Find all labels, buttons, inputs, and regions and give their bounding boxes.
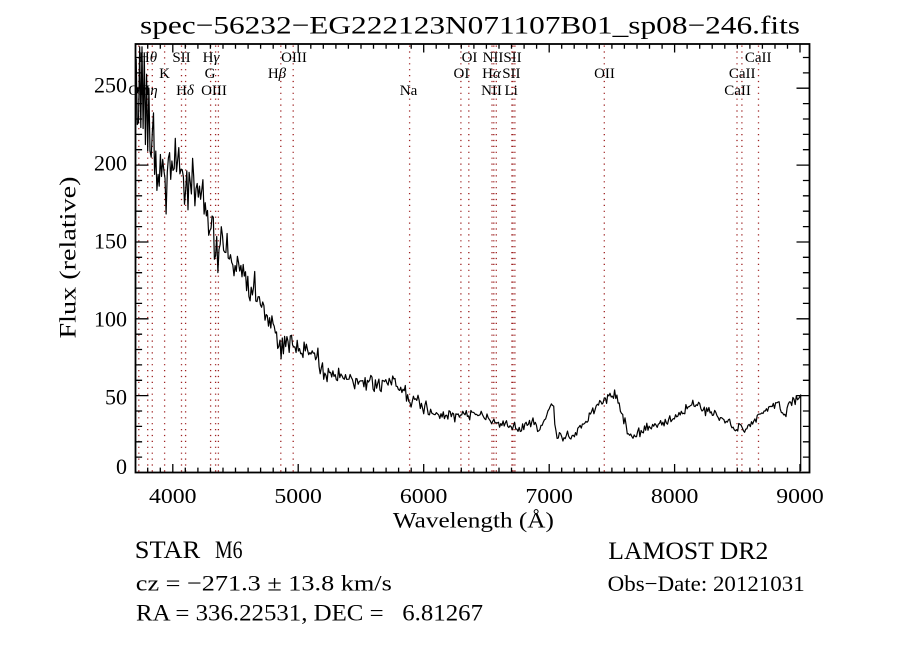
svg-text:100: 100 <box>94 306 127 331</box>
svg-text:Hη: Hη <box>139 83 157 99</box>
svg-text:200: 200 <box>94 151 127 176</box>
svg-text:OIII: OIII <box>281 50 307 66</box>
svg-text:OII: OII <box>594 66 615 82</box>
svg-text:CaII: CaII <box>745 50 772 66</box>
svg-text:OII: OII <box>128 83 149 99</box>
svg-text:Hβ: Hβ <box>268 66 287 82</box>
svg-text:OI: OI <box>462 50 478 66</box>
svg-text:0: 0 <box>116 454 127 479</box>
svg-text:CaII: CaII <box>729 66 756 82</box>
svg-text:OI: OI <box>453 66 469 82</box>
svg-text:150: 150 <box>94 229 127 254</box>
svg-text:5000: 5000 <box>274 484 322 508</box>
svg-text:Li: Li <box>505 83 518 99</box>
svg-text:M6: M6 <box>215 537 243 564</box>
svg-text:LAMOST DR2: LAMOST DR2 <box>608 536 768 565</box>
svg-text:4000: 4000 <box>149 484 197 508</box>
svg-text:NII: NII <box>481 83 502 99</box>
svg-text:Hγ: Hγ <box>203 50 221 66</box>
svg-text:G: G <box>205 66 216 82</box>
svg-text:STAR: STAR <box>135 537 201 564</box>
svg-text:9000: 9000 <box>776 484 824 508</box>
svg-text:Wavelength (Å): Wavelength (Å) <box>393 507 554 532</box>
svg-text:7000: 7000 <box>525 484 573 508</box>
svg-text:Hθ: Hθ <box>139 50 158 66</box>
svg-text:Na: Na <box>400 83 418 99</box>
svg-text:RA = 336.22531, DEC = 6.8126: RA = 336.22531, DEC = 6.81267 <box>136 601 483 626</box>
svg-text:SII: SII <box>503 50 521 66</box>
svg-text:6000: 6000 <box>400 484 448 508</box>
svg-text:Obs−Date: 20121031: Obs−Date: 20121031 <box>608 571 805 596</box>
svg-text:SII: SII <box>502 66 520 82</box>
svg-text:Hδ: Hδ <box>176 83 195 99</box>
svg-text:SII: SII <box>172 50 190 66</box>
svg-text:Hα: Hα <box>482 66 502 82</box>
svg-text:spec−56232−EG222123N071107B01_: spec−56232−EG222123N071107B01_sp08−246.f… <box>140 13 800 40</box>
svg-text:Flux (relative): Flux (relative) <box>56 177 81 339</box>
svg-text:OIII: OIII <box>201 83 227 99</box>
svg-text:NII: NII <box>483 50 504 66</box>
svg-text:K: K <box>159 66 170 82</box>
svg-text:CaII: CaII <box>724 83 751 99</box>
svg-text:8000: 8000 <box>651 484 699 508</box>
svg-text:50: 50 <box>105 384 127 409</box>
svg-text:250: 250 <box>94 73 127 98</box>
svg-text:cz = −271.3 ± 13.8 km/s: cz = −271.3 ± 13.8 km/s <box>136 571 392 596</box>
